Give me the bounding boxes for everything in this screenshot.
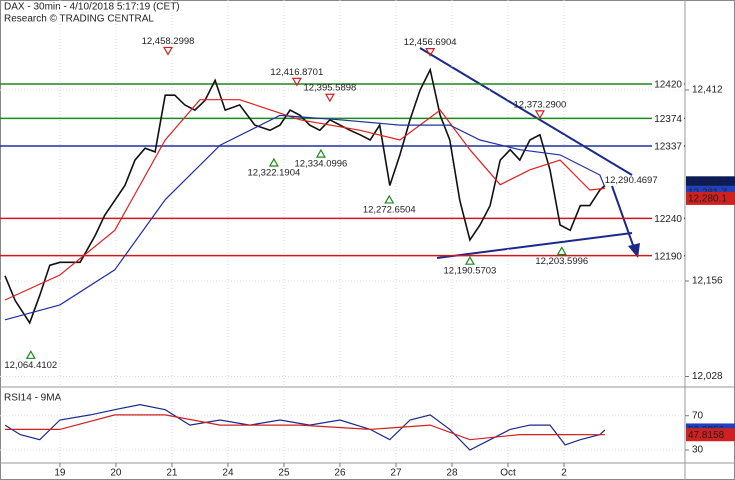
last-value-label: 12,280.1 <box>688 194 727 205</box>
level-label: 12190 <box>654 251 682 262</box>
x-tick-label: Oct <box>500 468 516 479</box>
level-label-bg <box>652 248 684 262</box>
level-label: 12420 <box>654 80 682 91</box>
high-marker <box>324 93 335 103</box>
high-marker <box>162 46 174 56</box>
annotation: 12,272.6504 <box>363 204 416 215</box>
x-tick-label: 25 <box>278 468 290 479</box>
annotation: 12,064.4102 <box>4 360 57 371</box>
y-tick-label: 30 <box>692 445 704 456</box>
y-tick-label: 70 <box>692 410 704 421</box>
level-label-bg <box>652 211 684 225</box>
high-marker <box>291 77 302 87</box>
series-line <box>5 414 605 441</box>
x-tick-label: 26 <box>334 468 346 479</box>
last-value-label: 12,287.6 <box>688 178 727 189</box>
level-label-bg <box>652 138 684 152</box>
last-value-box <box>686 191 735 205</box>
low-marker <box>384 194 395 204</box>
annotation: 12,458.2998 <box>142 36 195 47</box>
x-tick-label: 21 <box>166 468 178 479</box>
annotation: 12,334.0996 <box>295 159 348 170</box>
chart-subtitle: Research © TRADING CENTRAL <box>4 14 154 25</box>
series-line <box>4 67 606 325</box>
annotation: 12,203.5996 <box>535 256 588 267</box>
annotation: 12,190.5703 <box>444 266 497 277</box>
series-line <box>4 403 606 451</box>
x-tick-label: 2 <box>561 468 567 479</box>
low-marker <box>268 157 279 167</box>
low-marker <box>315 148 326 158</box>
rsi-title: RSI14 - 9MA <box>4 393 62 404</box>
series-line <box>4 114 606 321</box>
annotation: 12,322.1904 <box>247 168 300 179</box>
arrow <box>611 185 635 249</box>
last-value-box <box>686 428 735 442</box>
annotation: 12,456.6904 <box>404 37 457 48</box>
level-label-bg <box>652 77 684 91</box>
level-label: 12374 <box>654 114 682 125</box>
arrow-head <box>628 243 640 258</box>
trendline <box>436 232 633 259</box>
trendline <box>419 47 633 176</box>
chart-title: DAX - 30min - 4/10/2018 5:17:19 (CET) <box>4 2 180 13</box>
trendlines <box>0 0 685 462</box>
x-tick-label: 19 <box>54 468 66 479</box>
x-tick-label: 27 <box>390 468 402 479</box>
level-label-bg <box>652 111 684 125</box>
x-tick-label: 20 <box>110 468 122 479</box>
level-label: 12337 <box>654 142 682 153</box>
annotation: 12,373.2900 <box>514 99 567 110</box>
y-tick-label: 12,412 <box>692 85 723 96</box>
x-tick-label: 28 <box>446 468 458 479</box>
low-marker <box>25 350 36 359</box>
last-value-label: 47.8158 <box>688 430 725 441</box>
level-label: 12240 <box>654 214 682 225</box>
annotation: 12,290.4697 <box>605 175 658 186</box>
series-line <box>4 99 605 301</box>
high-marker <box>425 48 436 57</box>
y-tick-label: 12,156 <box>692 276 723 287</box>
annotation: 12,395.5898 <box>303 83 356 94</box>
high-marker <box>534 110 545 120</box>
x-tick-label: 24 <box>222 468 234 479</box>
annotation: 12,416.8701 <box>270 67 323 78</box>
low-marker <box>556 246 567 256</box>
y-tick-label: 12,028 <box>692 371 723 382</box>
low-marker <box>464 255 475 265</box>
